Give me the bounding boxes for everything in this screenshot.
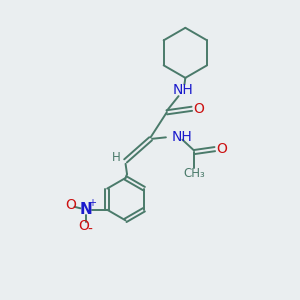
Text: O: O (65, 198, 76, 212)
Text: O: O (78, 219, 89, 233)
Text: NH: NH (172, 83, 194, 97)
Text: H: H (112, 151, 121, 164)
Text: NH: NH (171, 130, 192, 144)
Text: +: + (88, 198, 96, 208)
Text: -: - (88, 223, 93, 237)
Text: CH₃: CH₃ (183, 167, 205, 180)
Text: N: N (79, 202, 92, 217)
Text: O: O (216, 142, 227, 156)
Text: O: O (193, 102, 204, 116)
